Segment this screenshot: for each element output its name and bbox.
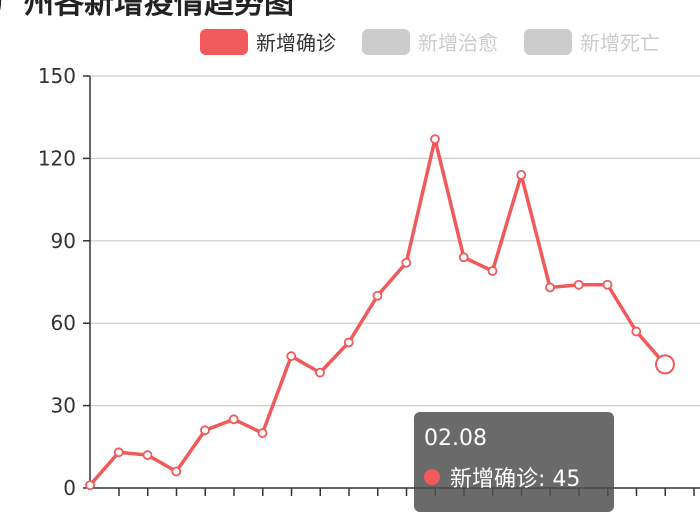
data-point-18 [602, 279, 613, 290]
data-point-19 [631, 326, 642, 337]
data-point-16 [545, 282, 555, 293]
line-chart: 0 30 60 90 120 150 [38, 64, 700, 500]
legend-swatch-confirmed [200, 28, 248, 55]
legend-item-confirmed[interactable]: 新增确诊 [200, 27, 336, 56]
y-tick-label-30: 30 [51, 394, 76, 418]
legend: 新增确诊 新增治愈 新增死亡 [200, 27, 660, 56]
legend-swatch-deaths [524, 28, 572, 55]
legend-item-cured[interactable]: 新增治愈 [362, 27, 498, 56]
tooltip-value: 45 [552, 467, 581, 492]
chart-title: 广州各新增疫情趋势图 [0, 0, 294, 21]
data-point-14 [487, 266, 498, 276]
tooltip-series-label: 新增确诊 [450, 467, 539, 492]
legend-label-confirmed: 新增确诊 [256, 31, 336, 55]
tooltip-series-dot [424, 469, 440, 485]
data-point-4 [200, 425, 210, 436]
data-point-5 [228, 414, 239, 425]
data-point-13 [458, 252, 469, 263]
legend-item-deaths[interactable]: 新增死亡 [524, 27, 660, 56]
y-tick-label-150: 150 [38, 64, 76, 88]
data-point-0 [85, 480, 95, 491]
legend-label-cured: 新增治愈 [418, 31, 498, 55]
data-point-15 [516, 169, 527, 180]
legend-label-deaths: 新增死亡 [580, 31, 660, 55]
chart-tooltip: 02.08 新增确诊: 45 [414, 412, 614, 512]
y-tick-label-60: 60 [51, 311, 76, 335]
data-point-8 [315, 367, 325, 378]
data-point-12 [430, 134, 440, 145]
data-point-3 [171, 466, 182, 477]
data-point-17 [573, 279, 584, 290]
data-point-9 [343, 337, 354, 348]
tooltip-date: 02.08 [424, 426, 487, 451]
tooltip-series-text: 新增确诊: 45 [450, 467, 581, 492]
data-point-1 [113, 447, 124, 458]
legend-swatch-cured [362, 28, 410, 55]
y-tick-label-0: 0 [63, 476, 76, 500]
y-tick-label-90: 90 [51, 229, 76, 253]
y-tick-label-120: 120 [38, 146, 76, 170]
data-point-20 [655, 354, 675, 375]
data-point-11 [401, 257, 412, 268]
data-point-10 [372, 290, 383, 301]
tooltip-row: 新增确诊: 45 [424, 461, 604, 493]
data-point-6 [257, 428, 268, 438]
data-point-2 [142, 450, 153, 460]
data-point-7 [286, 351, 297, 362]
